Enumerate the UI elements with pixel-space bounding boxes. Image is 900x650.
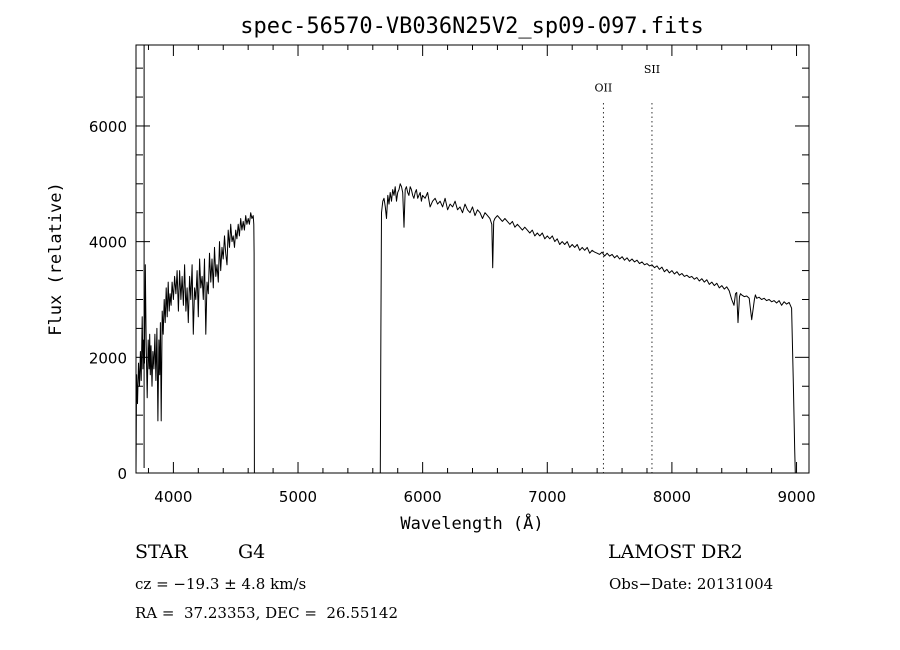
spectral-line-label: OII <box>595 81 613 94</box>
coordinates-label: RA = 37.23353, DEC = 26.55142 <box>135 604 399 622</box>
axis-tick-labels: 4000 5000 6000 7000 8000 9000 0 2000 4000 6000 <box>89 118 816 506</box>
x-tick-label: 8000 <box>653 488 691 506</box>
y-tick-label: 2000 <box>89 349 127 367</box>
plot-frame <box>135 44 810 474</box>
spectral-line-label: SII <box>644 63 660 76</box>
survey-label: LAMOST DR2 <box>608 541 743 563</box>
x-tick-label: 6000 <box>404 488 442 506</box>
redshift-label: cz = −19.3 ± 4.8 km/s <box>135 575 307 593</box>
y-tick-label: 0 <box>117 465 127 483</box>
spectral-line-markers: OII SII <box>595 63 660 473</box>
spectrum-segment-1 <box>135 212 255 474</box>
y-axis-label: Flux (relative) <box>46 182 66 336</box>
x-axis-label: Wavelength (Å) <box>400 512 543 534</box>
x-tick-label: 5000 <box>279 488 317 506</box>
y-tick-label: 4000 <box>89 234 127 252</box>
spectrum-series <box>135 45 796 474</box>
spectrum-segment-2 <box>379 183 796 474</box>
chart-title: spec-56570-VB036N25V2_sp09-097.fits <box>240 14 704 39</box>
x-tick-label: 9000 <box>777 488 815 506</box>
object-class-label: STAR <box>135 541 188 563</box>
obs-date-label: Obs−Date: 20131004 <box>609 575 774 593</box>
subclass-label: G4 <box>238 541 266 563</box>
x-tick-label: 4000 <box>154 488 192 506</box>
x-tick-label: 7000 <box>528 488 566 506</box>
y-tick-label: 6000 <box>89 118 127 136</box>
axis-ticks <box>136 45 809 474</box>
